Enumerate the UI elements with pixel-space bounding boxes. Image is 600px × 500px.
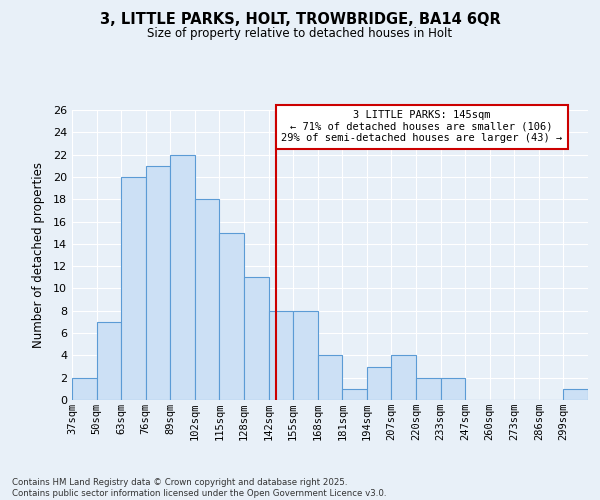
Bar [318,356,342,400]
Bar [170,154,195,400]
Bar [440,378,465,400]
Bar [342,389,367,400]
Bar [146,166,170,400]
Bar [367,366,391,400]
Text: Size of property relative to detached houses in Holt: Size of property relative to detached ho… [148,28,452,40]
Text: 3 LITTLE PARKS: 145sqm
← 71% of detached houses are smaller (106)
29% of semi-de: 3 LITTLE PARKS: 145sqm ← 71% of detached… [281,110,562,144]
Text: 3, LITTLE PARKS, HOLT, TROWBRIDGE, BA14 6QR: 3, LITTLE PARKS, HOLT, TROWBRIDGE, BA14 … [100,12,500,28]
Bar [72,378,97,400]
Bar [121,177,146,400]
Bar [563,389,588,400]
Bar [244,278,269,400]
Y-axis label: Number of detached properties: Number of detached properties [32,162,44,348]
Bar [220,232,244,400]
Bar [269,311,293,400]
Bar [391,356,416,400]
Text: Contains HM Land Registry data © Crown copyright and database right 2025.
Contai: Contains HM Land Registry data © Crown c… [12,478,386,498]
Bar [416,378,440,400]
Bar [293,311,318,400]
Bar [195,199,220,400]
Bar [97,322,121,400]
